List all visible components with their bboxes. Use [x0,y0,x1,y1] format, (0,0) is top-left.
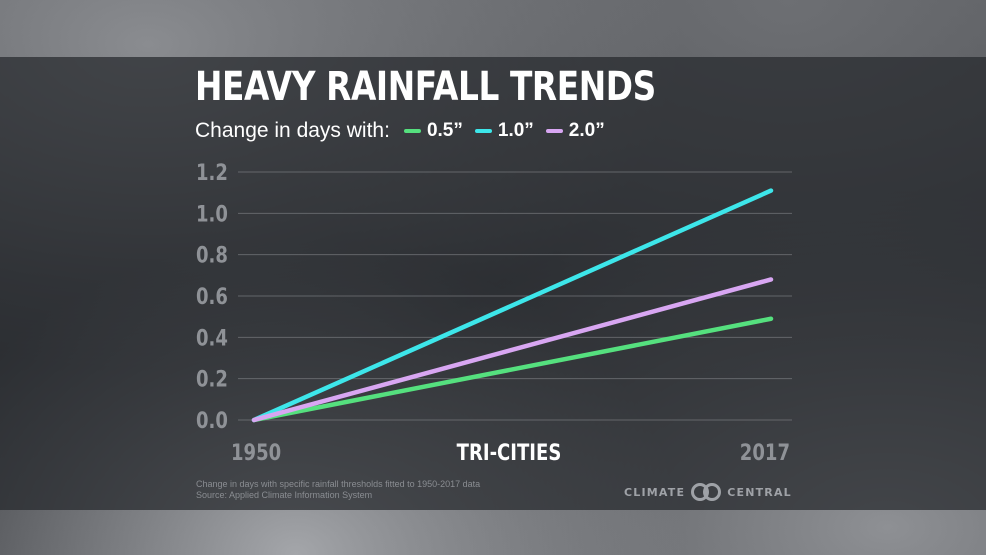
y-tick-label: 1.0 [196,201,228,227]
x-axis-ticks: 1950 2017 [231,439,790,465]
background-panel [0,57,986,510]
chart-title: HEAVY RAINFALL TRENDS [195,64,656,110]
legend-label-2-0: 2.0” [568,120,605,141]
x-tick-label: 2017 [740,439,790,465]
chart-series [251,188,774,423]
y-tick-label: 0.8 [196,242,228,268]
series-line-2 [251,277,774,423]
chart-subtitle: Change in days with: 0.5” 1.0” 2.0” [195,117,617,145]
y-axis-ticks: 0.0 0.2 0.4 0.6 0.8 1.0 1.2 [196,159,228,433]
legend-label-1-0: 1.0” [497,120,534,141]
x-tick-label: 1950 [231,439,281,465]
y-tick-label: 0.0 [196,407,228,433]
legend: 0.5” 1.0” 2.0” [403,120,617,142]
legend-item-0-5: 0.5” [403,120,463,142]
legend-swatch-2-0 [545,129,563,133]
legend-label-0-5: 0.5” [426,120,463,141]
x-axis-label: TRI-CITIES [457,439,562,465]
footnote-line-1: Change in days with specific rainfall th… [196,479,481,489]
footnote-source: Source: Applied Climate Information Syst… [196,490,373,500]
y-tick-label: 0.4 [196,325,228,351]
y-tick-label: 0.6 [196,283,228,309]
subtitle-text: Change in days with: [195,119,390,142]
legend-swatch-0-5 [403,129,421,133]
legend-item-1-0: 1.0” [474,120,534,142]
legend-swatch-1-0 [474,129,492,133]
series-line-0 [251,316,774,423]
linked-circles-icon [691,483,722,501]
series-line-1 [251,188,774,423]
climate-central-logo: CLIMATE CENTRAL [624,483,792,501]
y-tick-label: 1.2 [196,159,228,185]
legend-item-2-0: 2.0” [545,120,605,142]
footnote: Change in days with specific rainfall th… [196,479,480,501]
logo-text-right: CENTRAL [727,485,792,499]
chart-grid [238,171,792,421]
logo-text-left: CLIMATE [624,485,686,499]
y-tick-label: 0.2 [196,366,228,392]
